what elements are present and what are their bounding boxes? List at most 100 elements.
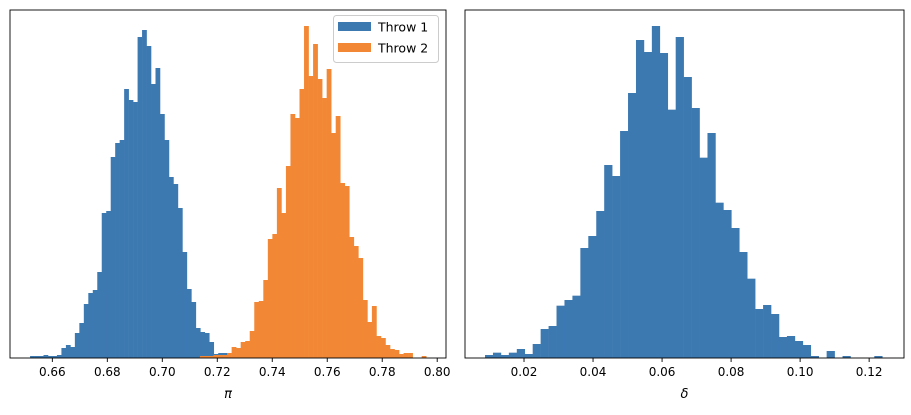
histogram-bar: [164, 140, 170, 358]
histogram-bar: [524, 354, 533, 358]
histogram-bar: [34, 356, 40, 358]
histogram-bar: [115, 143, 120, 358]
histogram-bar: [88, 293, 94, 358]
histogram-bar: [349, 237, 355, 358]
histogram-bar: [177, 208, 183, 358]
histogram-bar: [755, 309, 764, 358]
histogram-bar: [842, 356, 851, 358]
histogram-bar: [335, 116, 341, 358]
histogram-bar: [564, 300, 573, 358]
histogram-bar: [596, 211, 605, 358]
histogram-bar: [213, 355, 219, 358]
histogram-bar: [218, 355, 223, 358]
histogram-bar: [778, 337, 788, 358]
histogram-bar: [380, 338, 386, 358]
histogram-bar: [802, 345, 812, 358]
subplot-1: 0.66 0.68 0.70 0.72 0.74 0.76 0.78 0.80 π Throw 1…: [9, 9, 451, 402]
histogram-bar: [707, 133, 716, 358]
histogram-bar: [371, 306, 377, 358]
x-axis-label: δ: [681, 387, 689, 402]
histogram-bar: [628, 93, 637, 358]
histogram-bar: [317, 79, 323, 358]
x-tick-label: 0.10: [787, 365, 814, 379]
histogram-bar: [254, 302, 260, 358]
histogram-bar: [362, 300, 368, 358]
x-tick-label: 0.70: [149, 365, 176, 379]
histogram-bar: [199, 356, 205, 358]
histogram-bar: [322, 98, 327, 358]
histogram-bar: [390, 349, 395, 358]
histogram-bar: [142, 30, 147, 358]
histogram-bar: [61, 348, 67, 358]
x-tick-label: 0.02: [511, 365, 538, 379]
histogram-bar: [810, 356, 819, 358]
histogram-bar: [556, 305, 565, 358]
histogram-bar: [826, 351, 835, 358]
histogram-bar: [79, 323, 85, 358]
histogram-bar: [667, 109, 676, 359]
legend-swatch: [338, 22, 371, 31]
histogram-bar: [168, 177, 174, 358]
histogram-bar: [635, 40, 645, 358]
histogram-bar: [367, 322, 373, 358]
histogram-bar: [299, 89, 305, 358]
histogram-bar: [747, 278, 756, 358]
histogram-bar: [353, 246, 359, 358]
histogram-bar: [249, 331, 255, 358]
histogram-bar: [304, 26, 309, 358]
legend-swatch: [338, 43, 371, 52]
series-1: [30, 30, 228, 358]
histogram-bar: [699, 157, 708, 358]
histogram-bar: [548, 326, 557, 358]
histogram-bar: [106, 211, 112, 358]
histogram-bar: [399, 354, 404, 358]
histogram-bar: [101, 213, 107, 358]
x-tick-label: 0.80: [424, 365, 451, 379]
legend-label: Throw 1: [377, 20, 428, 35]
histogram-bar: [771, 314, 780, 358]
histogram-bar: [245, 341, 251, 358]
histogram-bar: [612, 176, 621, 358]
histogram-bar: [137, 37, 143, 358]
histogram-bar: [195, 328, 201, 358]
histogram-bar: [874, 356, 883, 358]
histogram-bar: [200, 332, 206, 358]
x-tick-label: 0.08: [718, 365, 745, 379]
histogram-bar: [683, 77, 692, 358]
histogram-bar: [344, 186, 350, 358]
histogram-bar: [231, 347, 237, 358]
x-tick-label: 0.74: [259, 365, 286, 379]
histogram-bar: [191, 302, 197, 358]
x-tick-label: 0.76: [314, 365, 341, 379]
x-tick-label: 0.66: [39, 365, 66, 379]
histogram-bar: [209, 356, 214, 358]
histogram-bar: [281, 213, 287, 358]
histogram-bar: [39, 356, 44, 358]
series-1: [485, 26, 883, 359]
histogram-bar: [532, 344, 541, 358]
histogram-bar: [580, 248, 589, 358]
histogram-bar: [97, 272, 103, 358]
x-tick-label: 0.04: [580, 365, 607, 379]
x-tick-label: 0.78: [369, 365, 396, 379]
histogram-bar: [731, 228, 740, 358]
histogram-bar: [182, 252, 188, 358]
histogram-bar: [492, 352, 502, 358]
histogram-bar: [794, 341, 804, 358]
legend-label: Throw 2: [377, 41, 428, 56]
x-tick-label: 0.72: [204, 365, 231, 379]
histogram-bar: [588, 236, 597, 358]
histogram-bar: [124, 89, 129, 358]
histogram-bar: [128, 100, 134, 358]
histogram-bar: [572, 295, 581, 358]
histogram-bar: [358, 258, 364, 358]
legend: Throw 1 Throw 2: [333, 15, 439, 63]
x-tick-label: 0.06: [649, 365, 676, 379]
histogram-bar: [376, 336, 382, 358]
histogram-bar: [508, 352, 518, 358]
histogram-bar: [159, 114, 165, 358]
histogram-bar: [500, 355, 510, 358]
histogram-bar: [133, 102, 138, 358]
subplot-2: 0.02 0.04 0.06 0.08 0.10 0.12 δ: [464, 9, 905, 402]
histogram-bar: [110, 157, 116, 358]
